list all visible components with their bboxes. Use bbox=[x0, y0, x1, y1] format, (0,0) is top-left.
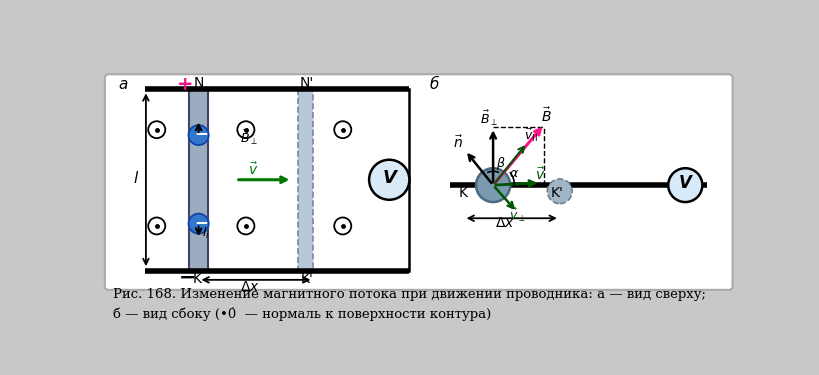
Text: $\Delta x$: $\Delta x$ bbox=[240, 280, 260, 294]
Text: $\vec{n}$: $\vec{n}$ bbox=[452, 135, 463, 151]
Text: V: V bbox=[382, 169, 396, 187]
Text: $\vec{v}_{\rm II}$: $\vec{v}_{\rm II}$ bbox=[523, 126, 537, 144]
Text: $\beta$: $\beta$ bbox=[495, 155, 505, 172]
Text: $\vec{B}_\perp$: $\vec{B}_\perp$ bbox=[240, 128, 258, 147]
Text: −: − bbox=[179, 268, 197, 288]
Circle shape bbox=[547, 179, 572, 204]
Text: −: − bbox=[194, 213, 207, 231]
Text: V: V bbox=[677, 174, 690, 192]
Circle shape bbox=[148, 217, 165, 234]
Text: $\vec{B}_\perp$: $\vec{B}_\perp$ bbox=[479, 109, 497, 128]
Text: $\vec{v}$: $\vec{v}$ bbox=[248, 162, 258, 178]
Text: −: − bbox=[194, 124, 207, 142]
Text: $\alpha$: $\alpha$ bbox=[508, 168, 518, 180]
Text: б — вид сбоку (•0̇  — нормаль к поверхности контура): б — вид сбоку (•0̇ — нормаль к поверхнос… bbox=[113, 308, 491, 321]
Circle shape bbox=[476, 168, 509, 202]
Circle shape bbox=[148, 121, 165, 138]
Text: N': N' bbox=[300, 76, 314, 90]
Bar bbox=[189, 89, 208, 271]
Text: $\vec{v}_\perp$: $\vec{v}_\perp$ bbox=[508, 207, 525, 224]
Circle shape bbox=[188, 214, 208, 234]
Text: $I_i$: $I_i$ bbox=[202, 226, 210, 241]
Circle shape bbox=[188, 125, 208, 145]
Text: а: а bbox=[118, 77, 127, 92]
Text: K: K bbox=[459, 186, 468, 201]
Bar bbox=[297, 89, 313, 271]
Circle shape bbox=[369, 160, 409, 200]
Text: б: б bbox=[429, 77, 438, 92]
Text: $\vec{v}$: $\vec{v}$ bbox=[534, 166, 545, 183]
Text: K: K bbox=[192, 272, 201, 286]
Circle shape bbox=[334, 121, 351, 138]
Text: $\Delta x$: $\Delta x$ bbox=[495, 216, 514, 231]
FancyBboxPatch shape bbox=[105, 74, 731, 290]
Text: K': K' bbox=[301, 272, 314, 286]
Circle shape bbox=[334, 217, 351, 234]
Text: $\vec{B}$: $\vec{B}$ bbox=[541, 106, 551, 125]
Text: +: + bbox=[177, 75, 193, 94]
Text: Рис. 168. Изменение магнитного потока при движении проводника: а — вид сверху;: Рис. 168. Изменение магнитного потока пр… bbox=[113, 288, 705, 302]
Circle shape bbox=[237, 121, 254, 138]
Text: N: N bbox=[194, 76, 204, 90]
Text: $l$: $l$ bbox=[133, 170, 139, 186]
Text: K': K' bbox=[550, 186, 563, 201]
Circle shape bbox=[237, 217, 254, 234]
Circle shape bbox=[667, 168, 702, 202]
